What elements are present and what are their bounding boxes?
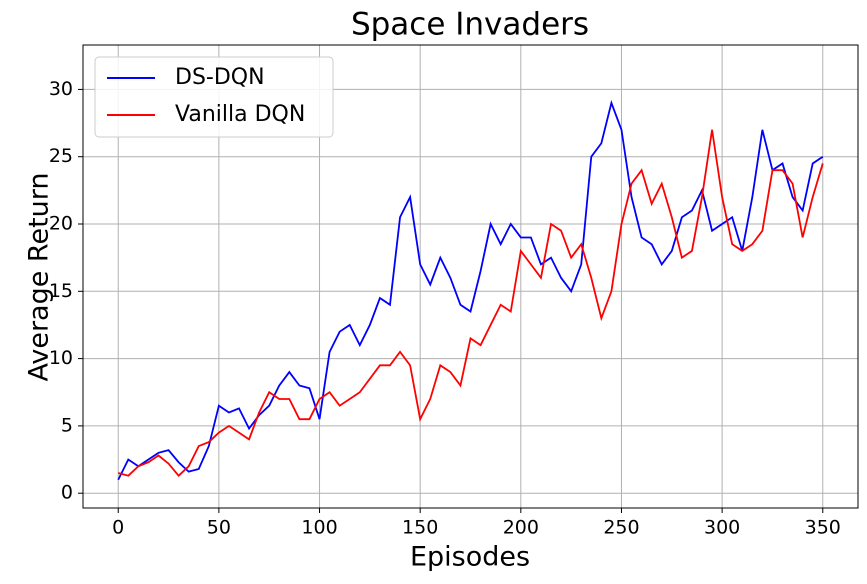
x-tick-label: 100 xyxy=(301,517,337,539)
x-tick-label: 0 xyxy=(112,517,124,539)
y-tick-label: 10 xyxy=(49,347,73,369)
x-tick-label: 200 xyxy=(503,517,539,539)
plot-frame xyxy=(82,44,859,509)
x-tick-label: 300 xyxy=(704,517,740,539)
series-line xyxy=(117,129,824,478)
x-tick-label: 250 xyxy=(603,517,639,539)
chart-title: Space Invaders xyxy=(351,7,589,43)
y-tick-label: 25 xyxy=(49,145,73,167)
legend-label: DS-DQN xyxy=(175,65,265,90)
grid xyxy=(83,45,858,508)
y-tick-label: 30 xyxy=(49,78,73,100)
y-tick-label: 20 xyxy=(49,213,73,235)
series-line xyxy=(117,99,824,481)
y-axis-label: Average Return xyxy=(24,172,55,381)
x-axis-label: Episodes xyxy=(410,542,530,573)
y-tick-label: 5 xyxy=(61,414,73,436)
x-tick-label: 150 xyxy=(402,517,438,539)
y-tick-label: 0 xyxy=(61,482,73,504)
legend-label: Vanilla DQN xyxy=(175,102,305,127)
lines xyxy=(117,99,824,481)
x-tick-label: 50 xyxy=(207,517,231,539)
x-tick-label: 350 xyxy=(805,517,841,539)
y-tick-label: 15 xyxy=(49,280,73,302)
